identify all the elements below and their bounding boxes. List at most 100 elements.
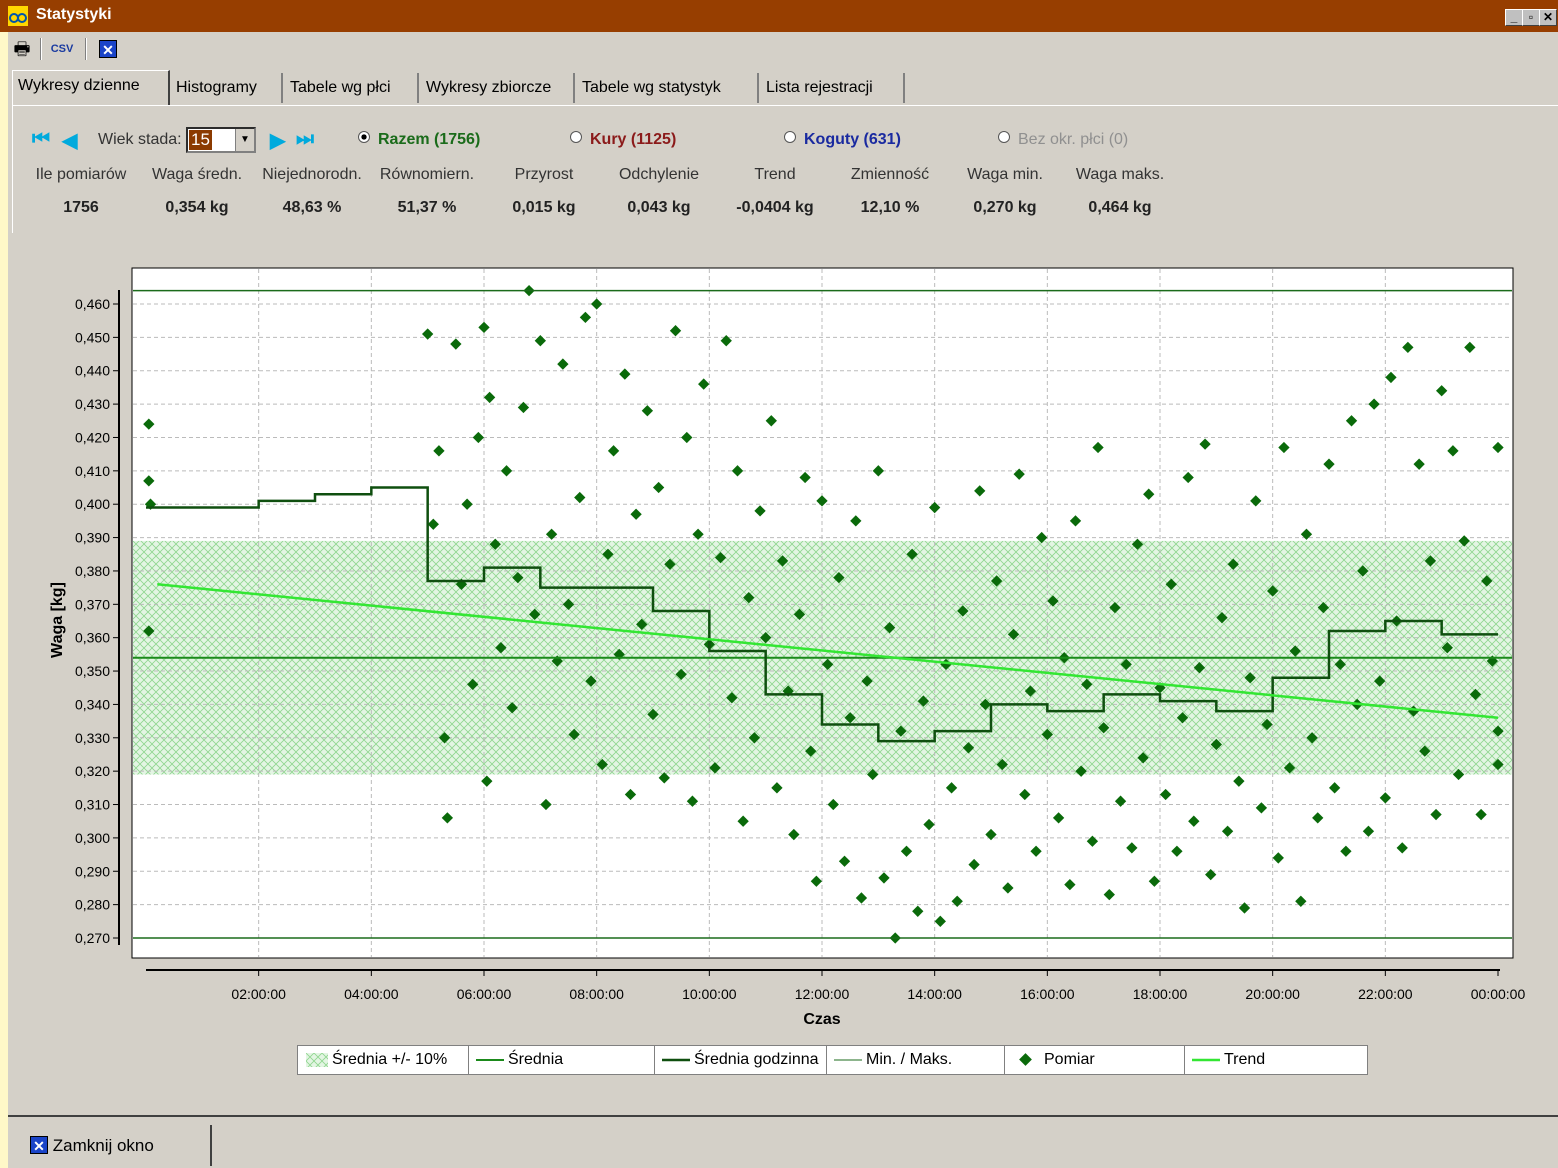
legend-label: Średnia: [508, 1051, 564, 1068]
data-point: [1261, 718, 1273, 731]
legend-item: Trend: [1184, 1046, 1367, 1074]
data-point: [945, 782, 958, 794]
data-point: [1098, 722, 1110, 734]
csv-export-button[interactable]: CSV: [50, 36, 74, 62]
tab-lista-rejestracji[interactable]: Lista rejestracji: [761, 73, 905, 103]
data-point: [1036, 531, 1048, 544]
data-point: [596, 758, 608, 771]
y-tick-label: 0,400: [75, 496, 110, 512]
data-point: [878, 872, 890, 884]
data-point: [1238, 902, 1251, 914]
data-point: [985, 828, 997, 841]
first-day-button[interactable]: ⏮: [32, 128, 50, 150]
data-point: [900, 845, 913, 857]
data-point: [934, 915, 946, 927]
data-point: [867, 768, 879, 781]
tab-wykresy-dzienne[interactable]: Wykresy dzienne: [12, 70, 170, 106]
toolbar-separator: [40, 38, 42, 60]
data-point: [1334, 658, 1346, 671]
data-point: [748, 732, 761, 744]
data-point: [483, 391, 496, 404]
y-tick-label: 0,350: [75, 663, 110, 679]
data-point: [1086, 835, 1099, 847]
data-point: [833, 571, 845, 584]
radio-dot: [358, 131, 370, 143]
data-point: [1306, 732, 1318, 744]
data-point: [664, 558, 676, 570]
data-point: [1295, 895, 1307, 907]
legend-label: Min. / Maks.: [866, 1051, 953, 1068]
data-point: [709, 762, 721, 774]
data-point: [929, 501, 941, 514]
legend-line-swatch: [662, 1058, 690, 1062]
data-point: [1317, 601, 1330, 614]
next-day-button[interactable]: ▶: [270, 130, 286, 152]
data-point: [698, 378, 710, 390]
close-window-footer-button[interactable]: ✕ Zamknij okno: [30, 1125, 212, 1166]
data-point: [557, 358, 569, 370]
data-point: [855, 892, 868, 904]
x-tick-label: 08:00:00: [569, 986, 624, 1002]
csv-label: CSV: [50, 43, 74, 55]
data-point: [861, 675, 873, 687]
close-window-button[interactable]: ✕: [1539, 9, 1557, 26]
data-point: [1092, 441, 1104, 454]
legend-label: Średnia godzinna: [694, 1051, 819, 1068]
stat-header: Niejednorodn.: [262, 166, 362, 183]
data-point: [714, 551, 727, 564]
data-point: [1041, 728, 1053, 741]
stat-value: 12,10 %: [860, 199, 920, 216]
radio-koguty[interactable]: Koguty (631): [784, 131, 901, 149]
stat-header: Równomiern.: [379, 166, 475, 183]
chart-legend: Średnia +/- 10% Średnia Średnia godzinna…: [297, 1045, 1368, 1075]
radio-bez-okr-plci[interactable]: Bez okr. płci (0): [998, 131, 1128, 149]
data-point: [472, 431, 485, 444]
tab-tabele-wg-plci[interactable]: Tabele wg płci: [285, 73, 419, 103]
radio-razem[interactable]: Razem (1756): [358, 131, 480, 149]
data-point: [1159, 788, 1172, 801]
data-point: [1278, 441, 1290, 454]
last-day-button[interactable]: ⏭: [296, 128, 314, 150]
tab-wykresy-zbiorcze[interactable]: Wykresy zbiorcze: [421, 73, 575, 103]
close-x-icon[interactable]: ✕: [96, 36, 120, 62]
data-point: [895, 725, 907, 737]
tab-label: Tabele wg płci: [290, 79, 391, 96]
data-point: [579, 311, 592, 324]
tab-tabele-wg-statystyk[interactable]: Tabele wg statystyk: [577, 73, 759, 103]
data-point: [951, 895, 963, 907]
data-point: [1193, 662, 1206, 674]
radio-dot: [998, 131, 1010, 143]
stat-header: Waga średn.: [151, 166, 243, 183]
data-point: [1419, 745, 1431, 757]
y-axis-title: Waga [kg]: [49, 582, 66, 658]
tab-label: Wykresy zbiorcze: [426, 79, 552, 96]
data-point: [1458, 535, 1470, 547]
data-point: [1007, 628, 1020, 641]
stat-header: Zmienność: [850, 166, 930, 183]
legend-item: Średnia +/- 10%: [298, 1046, 469, 1074]
data-point: [990, 575, 1003, 587]
legend-label: Trend: [1224, 1051, 1266, 1068]
chevron-down-icon[interactable]: ▼: [235, 129, 254, 151]
data-point: [979, 698, 992, 711]
prev-day-button[interactable]: ◀: [62, 130, 78, 152]
legend-line-swatch: [1192, 1058, 1220, 1062]
radio-kury[interactable]: Kury (1125): [570, 131, 676, 149]
data-point: [912, 905, 924, 917]
stat-value: 0,354 kg: [165, 199, 229, 216]
y-tick-label: 0,370: [75, 596, 110, 612]
tab-histogramy[interactable]: Histogramy: [171, 73, 283, 103]
data-point: [1492, 441, 1504, 454]
data-point: [731, 465, 744, 477]
radio-label: Koguty (631): [804, 131, 901, 148]
printer-icon[interactable]: 🖶: [13, 39, 31, 59]
data-point: [1481, 575, 1493, 587]
data-point: [1413, 458, 1425, 470]
data-point: [1176, 712, 1189, 724]
stat-header: Odchylenie: [618, 166, 700, 183]
age-select[interactable]: 15 ▼: [186, 127, 256, 153]
tab-label: Histogramy: [176, 79, 257, 96]
legend-marker-swatch: [1019, 1052, 1032, 1066]
x-tick-label: 14:00:00: [907, 986, 962, 1002]
data-point: [1210, 738, 1222, 751]
